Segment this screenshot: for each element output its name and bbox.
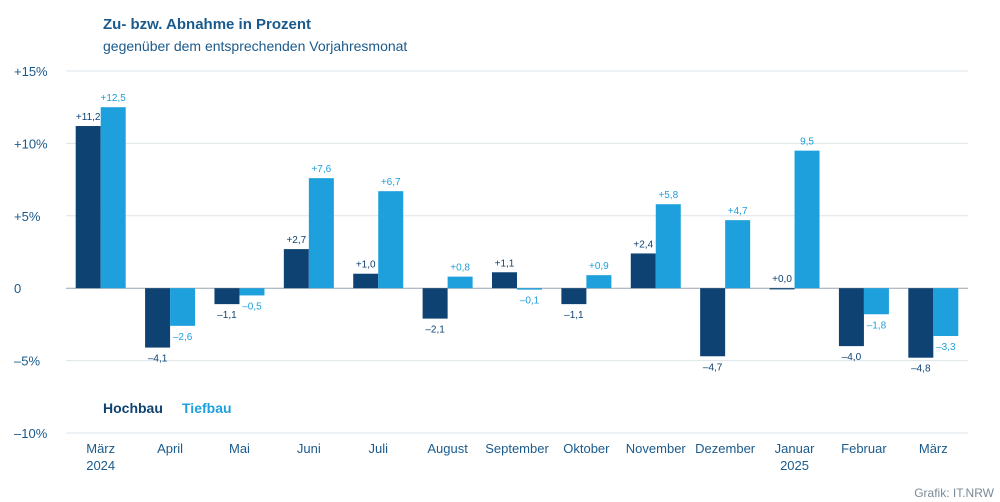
- bar-hochbau: [492, 272, 517, 289]
- legend-hochbau: Hochbau: [103, 400, 163, 416]
- data-label: –0,5: [242, 301, 262, 312]
- data-label: +0,0: [772, 274, 792, 285]
- x-tick-label: Februar: [841, 441, 887, 456]
- x-tick-label: 2025: [780, 458, 809, 473]
- x-tick-label: 2024: [86, 458, 115, 473]
- x-tick-label: März: [86, 441, 115, 456]
- y-tick-label: –10%: [14, 426, 48, 441]
- data-label: –4,0: [842, 352, 862, 363]
- x-tick-label: November: [626, 441, 687, 456]
- y-tick-label: 0: [14, 281, 21, 296]
- y-tick-label: +15%: [14, 64, 48, 79]
- bar-hochbau: [561, 288, 587, 305]
- data-label: –4,1: [148, 354, 168, 365]
- data-label: –4,7: [703, 362, 723, 373]
- data-label: –0,1: [520, 296, 540, 307]
- data-label: +2,4: [633, 239, 653, 250]
- y-tick-label: –5%: [14, 354, 40, 369]
- bar-hochbau: [214, 288, 240, 305]
- data-label: +6,7: [381, 177, 401, 188]
- bar-tiefbau: [308, 178, 334, 289]
- bar-tiefbau: [586, 275, 612, 289]
- bar-tiefbau: [239, 288, 265, 296]
- bar-hochbau: [283, 249, 309, 289]
- x-tick-label: Oktober: [563, 441, 610, 456]
- y-tick-label: +10%: [14, 136, 48, 151]
- data-label: –3,3: [936, 342, 956, 353]
- data-label: +2,7: [286, 235, 306, 246]
- bar-hochbau: [769, 288, 795, 290]
- bar-hochbau: [908, 288, 934, 358]
- data-label: –2,6: [173, 332, 193, 343]
- x-tick-label: August: [427, 441, 468, 456]
- x-tick-label: Juli: [368, 441, 388, 456]
- bar-tiefbau: [447, 276, 473, 289]
- data-label: –4,8: [911, 364, 931, 375]
- bar-tiefbau: [863, 288, 889, 315]
- bar-tiefbau: [100, 107, 126, 289]
- bar-tiefbau: [933, 288, 959, 336]
- bar-tiefbau: [170, 288, 196, 326]
- bar-hochbau: [422, 288, 448, 319]
- data-label: –2,1: [425, 325, 445, 336]
- data-label: +4,7: [728, 206, 748, 217]
- x-tick-label: September: [485, 441, 549, 456]
- data-label: +7,6: [311, 164, 331, 175]
- data-label: +5,8: [658, 190, 678, 201]
- bar-tiefbau: [517, 288, 542, 290]
- data-label: 9,5: [800, 137, 814, 148]
- bar-tiefbau: [794, 150, 820, 289]
- data-label: +12,5: [101, 93, 127, 104]
- bar-hochbau: [838, 288, 864, 347]
- data-label: +0,9: [589, 261, 609, 272]
- credit-text: Grafik: IT.NRW: [914, 486, 994, 500]
- x-tick-label: Januar: [775, 441, 815, 456]
- bar-tiefbau: [725, 220, 751, 289]
- x-tick-label: März: [919, 441, 948, 456]
- x-tick-label: Juni: [297, 441, 321, 456]
- x-tick-label: Mai: [229, 441, 250, 456]
- y-tick-label: +5%: [14, 209, 41, 224]
- data-label: +1,1: [495, 258, 515, 269]
- bar-tiefbau: [655, 204, 681, 289]
- data-label: –1,8: [867, 320, 887, 331]
- bar-hochbau: [700, 288, 726, 357]
- bar-hochbau: [145, 288, 171, 348]
- chart-title: Zu- bzw. Abnahme in Prozent: [103, 16, 312, 33]
- bar-hochbau: [353, 273, 379, 289]
- data-label: +11,2: [76, 112, 101, 123]
- chart-subtitle: gegenüber dem entsprechenden Vorjahresmo…: [103, 38, 408, 54]
- x-tick-label: Dezember: [695, 441, 756, 456]
- legend-tiefbau: Tiefbau: [182, 400, 232, 416]
- x-tick-label: April: [157, 441, 183, 456]
- bar-hochbau: [630, 253, 656, 289]
- data-label: –1,1: [217, 310, 237, 321]
- data-label: +1,0: [356, 260, 376, 271]
- data-label: +0,8: [450, 263, 470, 274]
- bar-hochbau: [75, 126, 101, 289]
- data-label: –1,1: [564, 310, 584, 321]
- bar-tiefbau: [378, 191, 404, 289]
